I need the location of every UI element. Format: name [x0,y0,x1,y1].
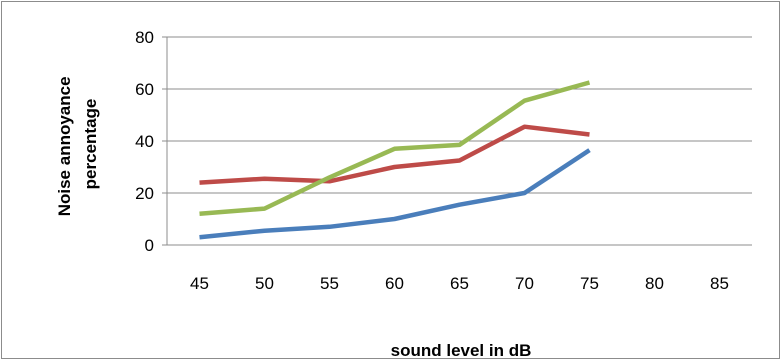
y-tick-label: 60 [135,80,154,99]
y-tick-label: 0 [145,236,154,255]
x-axis-title: sound level in dB [391,341,532,360]
series-layer [199,80,591,240]
y-axis-title-line-1: Noise annoyance [55,76,74,216]
x-tick-label: 70 [515,274,534,293]
x-tick-label: 85 [710,274,729,293]
x-tick-label: 45 [190,274,209,293]
y-tick-label: 80 [135,28,154,47]
y-axis-title-line-2: percentage [81,99,100,190]
series-line-2 [199,124,590,185]
x-tick-label: 75 [580,274,599,293]
x-tick-label: 60 [385,274,404,293]
x-tick-label: 80 [645,274,664,293]
series-line-1 [199,148,591,240]
x-tick-label: 55 [320,274,339,293]
y-axis-title: Noise annoyance percentage [55,72,100,217]
x-tick-label: 65 [450,274,469,293]
label-layer: 0 20 40 60 80 45 50 55 60 65 70 75 80 85 [135,28,729,293]
series-line-3 [199,80,591,217]
y-tick-label: 40 [135,132,154,151]
grid-layer [167,36,752,194]
axis-layer [162,36,752,246]
x-tick-label: 50 [255,274,274,293]
y-tick-label: 20 [135,184,154,203]
